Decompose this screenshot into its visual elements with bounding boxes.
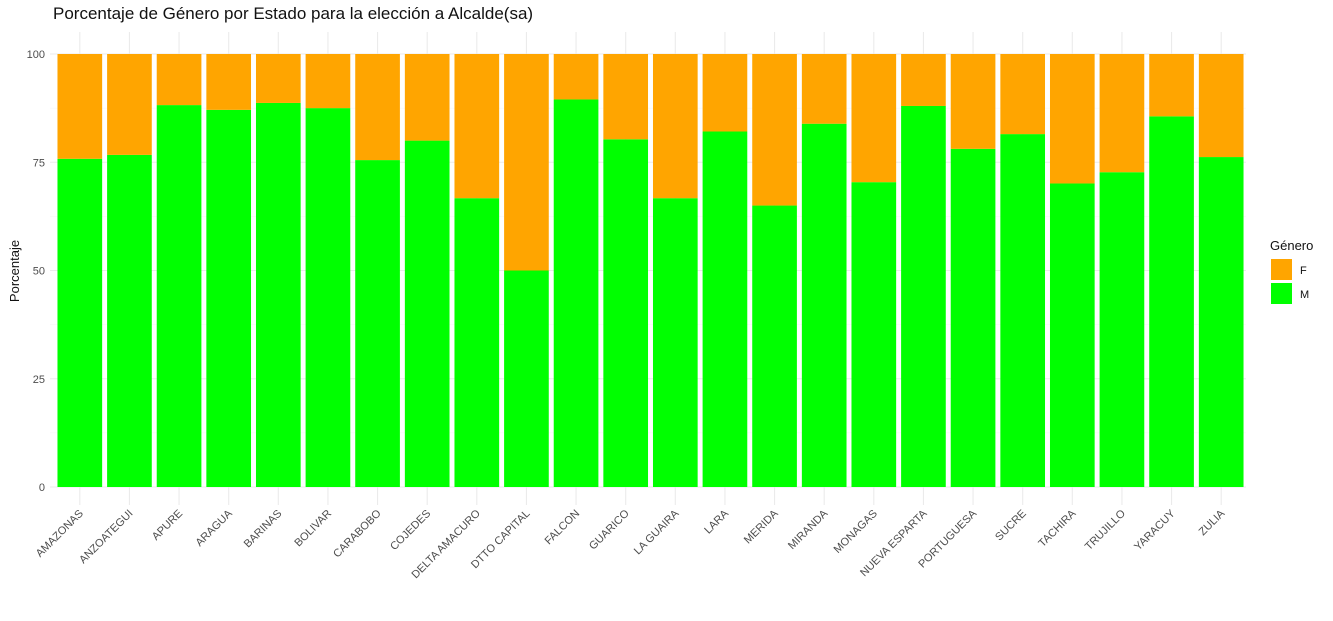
y-tick-label: 100 xyxy=(27,49,45,61)
bar-m-guarico xyxy=(603,139,649,487)
chart-title: Porcentaje de Género por Estado para la … xyxy=(53,4,534,23)
bar-f-barinas xyxy=(255,54,301,103)
bar-f-amazonas xyxy=(57,54,103,159)
bar-f-guarico xyxy=(603,54,649,140)
x-tick-label: ZULIA xyxy=(1197,507,1228,538)
y-tick-label: 75 xyxy=(33,157,45,169)
bar-f-lara xyxy=(702,54,748,132)
x-tick-label: MONAGAS xyxy=(832,508,880,556)
legend-title: Género xyxy=(1270,238,1313,253)
x-tick-label: LA GUAIRA xyxy=(632,507,682,557)
bar-m-dtto-capital xyxy=(504,270,549,487)
bar-f-cojedes xyxy=(404,54,450,141)
bar-m-apure xyxy=(156,105,202,488)
bar-f-carabobo xyxy=(355,54,400,161)
bar-m-cojedes xyxy=(404,140,450,487)
x-tick-label: ANZOATEGUI xyxy=(77,508,135,566)
legend: Género FM xyxy=(1270,238,1313,304)
y-tick-label: 0 xyxy=(39,482,45,494)
y-tick-label: 50 xyxy=(33,266,45,278)
bar-m-aragua xyxy=(206,109,252,488)
bar-f-trujillo xyxy=(1099,54,1145,173)
x-tick-label: ARAGUA xyxy=(193,507,235,549)
y-tick-label: 25 xyxy=(33,374,45,386)
bar-f-merida xyxy=(752,54,797,206)
x-tick-label: BARINAS xyxy=(242,508,285,551)
legend-key-m xyxy=(1271,283,1292,304)
bar-f-delta-amacuro xyxy=(454,54,500,199)
bar-m-trujillo xyxy=(1099,172,1145,488)
bar-m-yaracuy xyxy=(1149,116,1194,488)
x-tick-label: YARACUY xyxy=(1132,507,1178,553)
bar-f-dtto-capital xyxy=(504,54,549,271)
y-axis-title: Porcentaje xyxy=(7,240,22,302)
x-tick-label: CARABOBO xyxy=(331,507,384,560)
bar-m-amazonas xyxy=(57,158,103,487)
bar-f-aragua xyxy=(206,54,252,110)
bar-f-portuguesa xyxy=(950,54,996,149)
x-tick-label: TRUJILLO xyxy=(1083,507,1129,553)
bar-m-tachira xyxy=(1049,183,1095,488)
x-tick-label: MIRANDA xyxy=(786,507,831,552)
bar-m-sucre xyxy=(1000,134,1046,488)
bar-m-bolivar xyxy=(305,108,351,487)
x-tick-label: BOLIVAR xyxy=(292,508,334,550)
x-tick-label: COJEDES xyxy=(388,508,433,553)
bar-f-miranda xyxy=(801,54,847,124)
bar-f-zulia xyxy=(1198,54,1244,158)
bar-m-la-guaira xyxy=(652,198,698,487)
bar-m-barinas xyxy=(255,102,301,487)
bar-m-carabobo xyxy=(355,160,400,487)
legend-label-f: F xyxy=(1300,265,1307,277)
x-tick-label: APURE xyxy=(150,508,185,543)
bar-f-tachira xyxy=(1049,54,1095,184)
bar-f-la-guaira xyxy=(652,54,698,199)
bar-m-anzoategui xyxy=(107,154,152,487)
x-tick-label: TACHIRA xyxy=(1036,507,1079,550)
bar-f-nueva-esparta xyxy=(901,54,946,106)
bar-f-apure xyxy=(156,54,202,106)
x-tick-label: MERIDA xyxy=(742,507,781,546)
x-tick-label: AMAZONAS xyxy=(34,508,86,560)
y-axis-ticks: 0 25 50 75 100 xyxy=(27,49,45,494)
bar-m-lara xyxy=(702,131,748,487)
bar-f-monagas xyxy=(851,54,897,183)
x-tick-label: SUCRE xyxy=(993,508,1029,544)
bar-m-nueva-esparta xyxy=(901,105,946,488)
bar-f-anzoategui xyxy=(107,54,152,155)
bar-f-yaracuy xyxy=(1149,54,1194,117)
bars xyxy=(57,54,1244,488)
bar-m-portuguesa xyxy=(950,148,996,487)
bar-m-delta-amacuro xyxy=(454,198,500,487)
legend-label-m: M xyxy=(1300,289,1309,301)
bar-m-miranda xyxy=(801,123,847,487)
bar-m-zulia xyxy=(1198,157,1244,487)
bar-f-bolivar xyxy=(305,54,351,109)
bar-m-monagas xyxy=(851,182,897,487)
bar-f-sucre xyxy=(1000,54,1046,135)
x-tick-label: FALCON xyxy=(543,508,583,548)
x-tick-label: LARA xyxy=(702,507,731,536)
legend-key-f xyxy=(1271,259,1292,280)
bar-f-falcon xyxy=(553,54,599,100)
bar-m-merida xyxy=(752,205,797,488)
bar-m-falcon xyxy=(553,99,599,487)
x-tick-label: GUARICO xyxy=(587,507,632,552)
